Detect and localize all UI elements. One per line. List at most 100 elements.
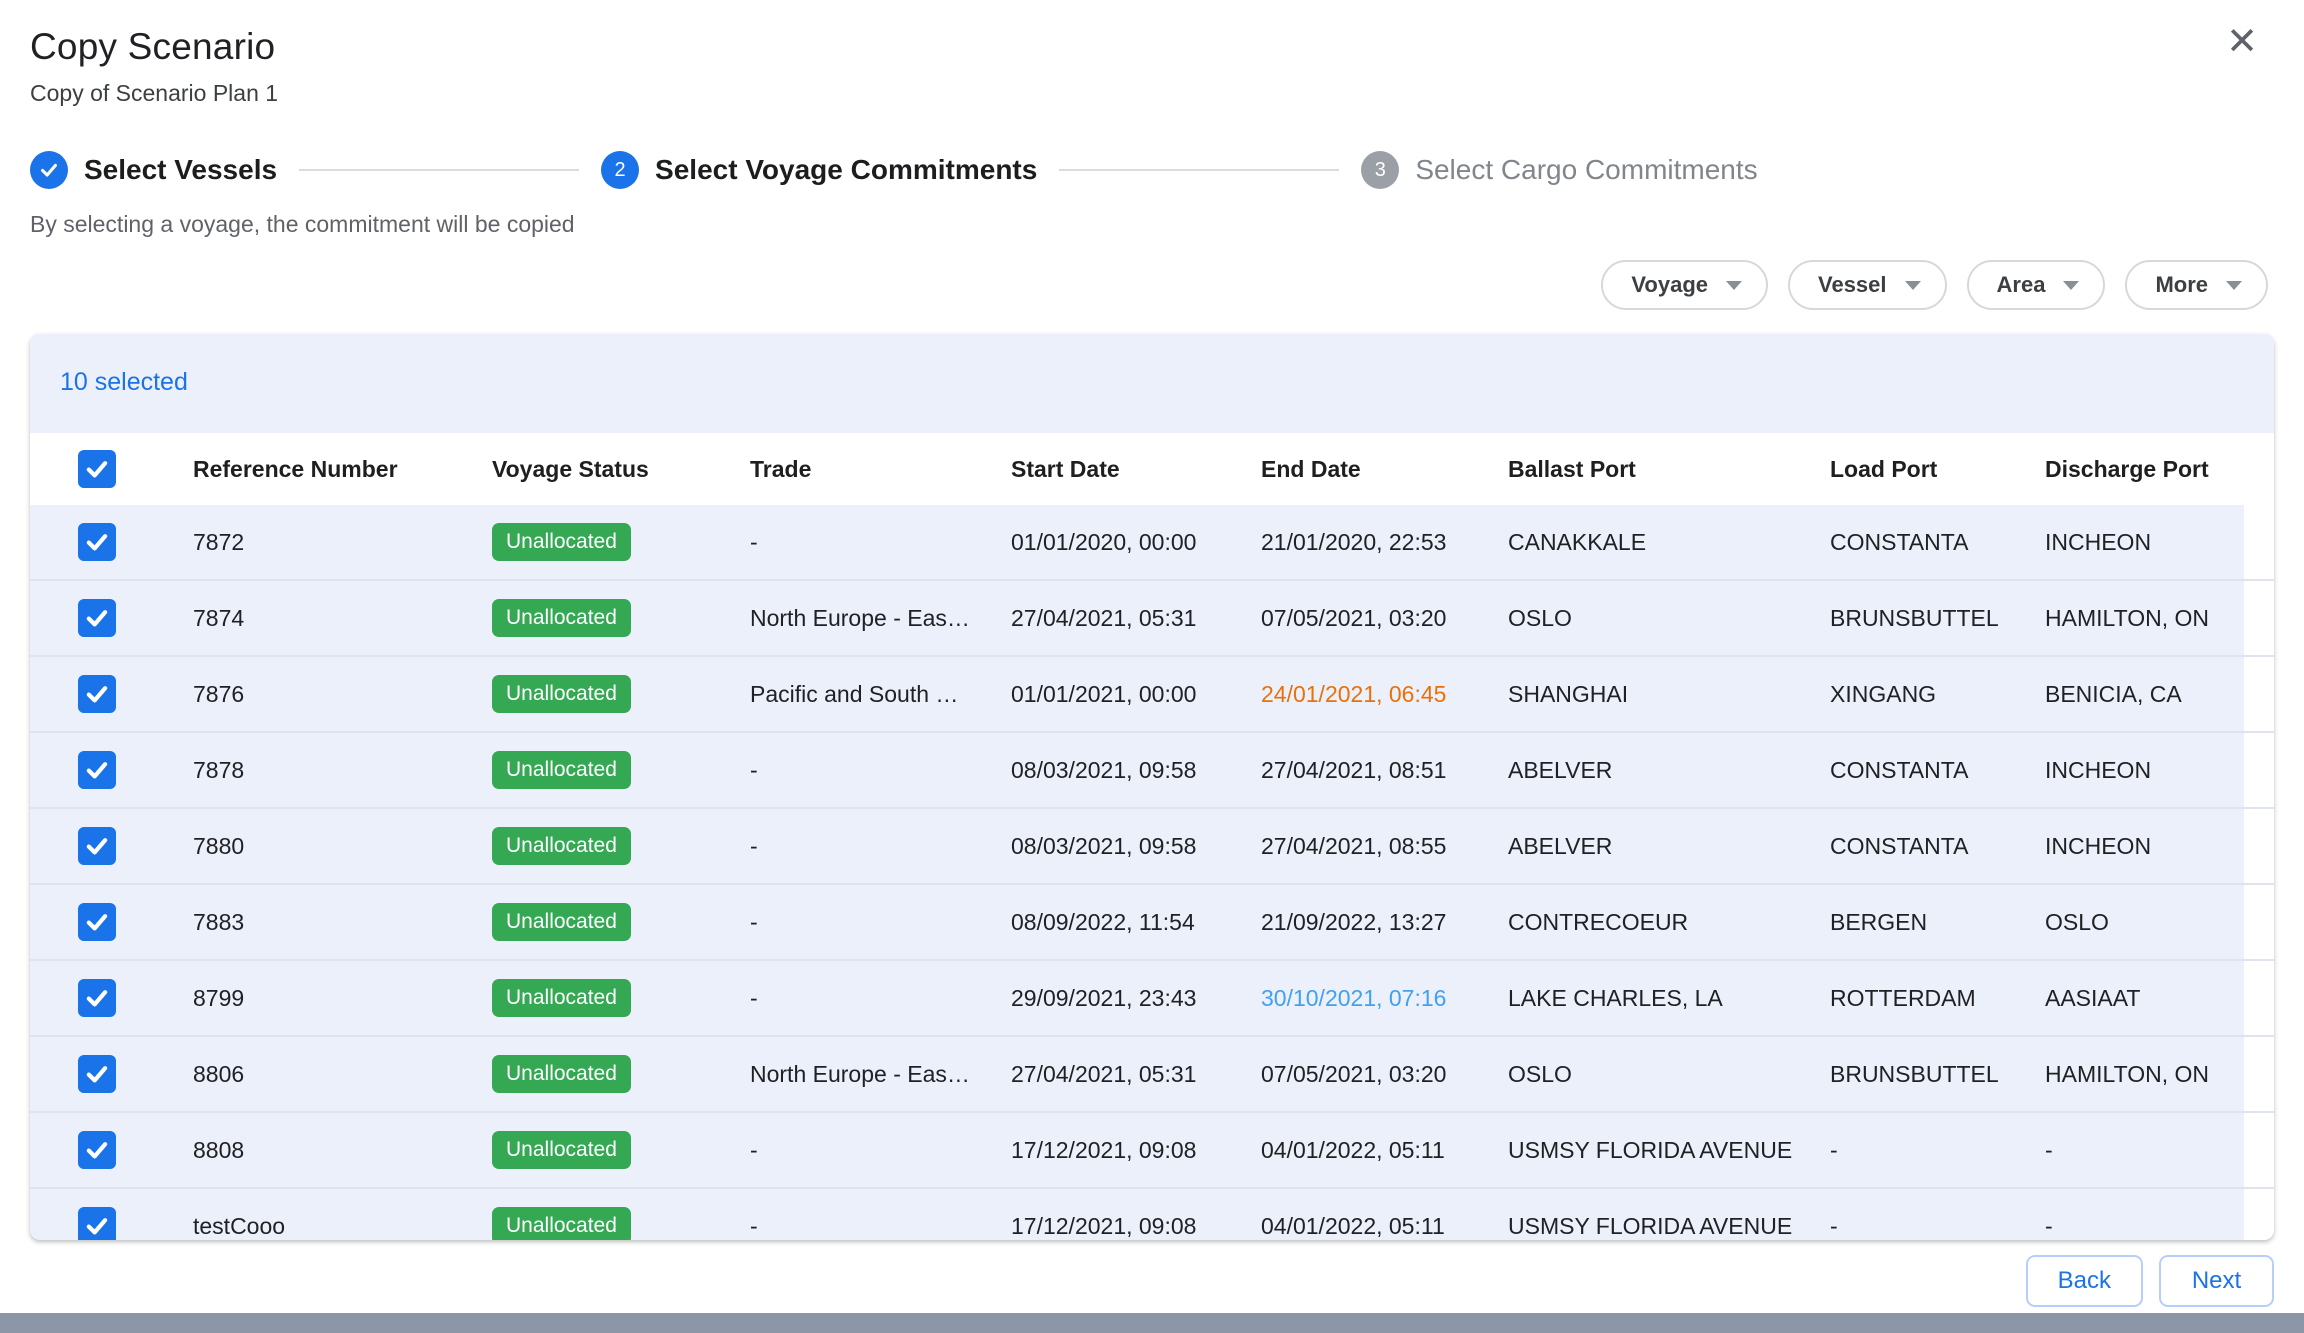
cell-end-date: 04/01/2022, 05:11	[1261, 1136, 1445, 1163]
close-button[interactable]: ✕	[2218, 18, 2266, 66]
cell-start-date: 01/01/2021, 00:00	[1011, 680, 1197, 707]
row-checkbox[interactable]	[78, 903, 116, 941]
cell-end-date: 21/09/2022, 13:27	[1261, 908, 1447, 935]
cell-reference-number: 8808	[193, 1136, 245, 1163]
cell-discharge-port: HAMILTON, ON	[2045, 1060, 2209, 1087]
filter-vessel-button[interactable]: Vessel	[1788, 260, 1947, 310]
cell-start-date: 27/04/2021, 05:31	[1011, 604, 1197, 631]
step-select-vessels[interactable]: Select Vessels	[30, 151, 277, 189]
cell-load-port: CONSTANTA	[1830, 528, 1969, 555]
table-row[interactable]: testCooo Unallocated - 17/12/2021, 09:08…	[30, 1189, 2274, 1240]
column-header-discharge-port[interactable]: Discharge Port	[2045, 455, 2209, 482]
column-header-start-date[interactable]: Start Date	[1011, 455, 1120, 482]
row-checkbox[interactable]	[78, 523, 116, 561]
cell-end-date: 07/05/2021, 03:20	[1261, 1060, 1447, 1087]
cell-ballast-port: USMSY FLORIDA AVENUE	[1508, 1212, 1793, 1239]
table-row[interactable]: 8808 Unallocated - 17/12/2021, 09:08 04/…	[30, 1113, 2274, 1189]
table-row[interactable]: 8806 Unallocated North Europe - Eas… 27/…	[30, 1037, 2274, 1113]
cell-ballast-port: USMSY FLORIDA AVENUE	[1508, 1136, 1793, 1163]
select-all-checkbox[interactable]	[78, 450, 116, 488]
cell-trade: -	[750, 756, 758, 783]
step-select-cargo-commitments[interactable]: 3 Select Cargo Commitments	[1361, 151, 1758, 189]
cell-ballast-port: LAKE CHARLES, LA	[1508, 984, 1723, 1011]
step-select-voyage-commitments[interactable]: 2 Select Voyage Commitments	[601, 151, 1037, 189]
cell-start-date: 08/03/2021, 09:58	[1011, 832, 1197, 859]
back-button[interactable]: Back	[2025, 1255, 2143, 1307]
table-row[interactable]: 7874 Unallocated North Europe - Eas… 27/…	[30, 581, 2274, 657]
cell-load-port: XINGANG	[1830, 680, 1937, 707]
status-badge: Unallocated	[492, 675, 631, 713]
chevron-down-icon	[1904, 280, 1921, 290]
filter-more-button[interactable]: More	[2125, 260, 2268, 310]
cell-voyage-status: Unallocated	[492, 1055, 750, 1093]
column-header-end-date[interactable]: End Date	[1261, 455, 1361, 482]
cell-start-date: 01/01/2020, 00:00	[1011, 528, 1197, 555]
status-badge: Unallocated	[492, 979, 631, 1017]
scrollbar-gutter[interactable]	[2244, 434, 2274, 1240]
cell-ballast-port: SHANGHAI	[1508, 680, 1629, 707]
stepper: Select Vessels 2 Select Voyage Commitmen…	[30, 151, 2274, 189]
table-row[interactable]: 7876 Unallocated Pacific and South … 01/…	[30, 657, 2274, 733]
filter-label: More	[2155, 272, 2208, 297]
step-connector	[299, 169, 580, 171]
selection-count: 10 selected	[60, 368, 188, 396]
cell-discharge-port: AASIAAT	[2045, 984, 2141, 1011]
table-row[interactable]: 7872 Unallocated - 01/01/2020, 00:00 21/…	[30, 505, 2274, 581]
cell-ballast-port: OSLO	[1508, 604, 1572, 631]
filter-label: Voyage	[1631, 272, 1708, 297]
check-icon	[30, 151, 68, 189]
filter-area-button[interactable]: Area	[1966, 260, 2106, 310]
table-row[interactable]: 8799 Unallocated - 29/09/2021, 23:43 30/…	[30, 961, 2274, 1037]
row-checkbox[interactable]	[78, 1207, 116, 1240]
next-button[interactable]: Next	[2159, 1255, 2274, 1307]
column-header-ballast-port[interactable]: Ballast Port	[1508, 455, 1636, 482]
row-checkbox[interactable]	[78, 751, 116, 789]
row-checkbox[interactable]	[78, 1131, 116, 1169]
cell-start-date: 17/12/2021, 09:08	[1011, 1136, 1197, 1163]
cell-voyage-status: Unallocated	[492, 1131, 750, 1169]
cell-reference-number: 8799	[193, 984, 245, 1011]
step-label: Select Cargo Commitments	[1415, 154, 1758, 185]
cell-trade: -	[750, 984, 758, 1011]
row-checkbox[interactable]	[78, 675, 116, 713]
step-number-icon: 3	[1361, 151, 1400, 189]
copy-scenario-dialog: Copy Scenario Copy of Scenario Plan 1 ✕ …	[0, 18, 2304, 1333]
row-checkbox[interactable]	[78, 1055, 116, 1093]
cell-start-date: 08/09/2022, 11:54	[1011, 908, 1195, 935]
step-connector	[1059, 169, 1340, 171]
cell-end-date: 07/05/2021, 03:20	[1261, 604, 1447, 631]
chevron-down-icon	[1726, 280, 1742, 290]
filter-voyage-button[interactable]: Voyage	[1601, 260, 1768, 310]
status-badge: Unallocated	[492, 1131, 631, 1169]
column-header-voyage-status[interactable]: Voyage Status	[492, 455, 649, 482]
cell-discharge-port: -	[2045, 1212, 2053, 1239]
filter-label: Area	[1996, 272, 2046, 297]
cell-reference-number: 7880	[193, 832, 245, 859]
cell-ballast-port: ABELVER	[1508, 832, 1613, 859]
cell-discharge-port: BENICIA, CA	[2045, 680, 2182, 707]
table-header-row: Reference Number Voyage Status Trade Sta…	[30, 433, 2274, 505]
cell-discharge-port: INCHEON	[2045, 756, 2152, 783]
column-header-load-port[interactable]: Load Port	[1830, 455, 1938, 482]
cell-load-port: BRUNSBUTTEL	[1830, 604, 1999, 631]
cell-voyage-status: Unallocated	[492, 979, 750, 1017]
row-checkbox[interactable]	[78, 827, 116, 865]
cell-load-port: -	[1830, 1136, 1838, 1163]
table-row[interactable]: 7883 Unallocated - 08/09/2022, 11:54 21/…	[30, 885, 2274, 961]
row-checkbox[interactable]	[78, 979, 116, 1017]
column-header-trade[interactable]: Trade	[750, 455, 812, 482]
cell-start-date: 08/03/2021, 09:58	[1011, 756, 1197, 783]
filter-label: Vessel	[1818, 272, 1887, 297]
cell-trade: -	[750, 1212, 758, 1239]
chevron-down-icon	[2226, 280, 2242, 290]
cell-trade: -	[750, 908, 758, 935]
page-subtitle: Copy of Scenario Plan 1	[30, 80, 279, 106]
column-header-reference-number[interactable]: Reference Number	[193, 455, 398, 482]
filter-bar: Voyage Vessel Area More	[0, 260, 2268, 310]
dialog-footer: Back Next	[2025, 1255, 2274, 1307]
table-row[interactable]: 7880 Unallocated - 08/03/2021, 09:58 27/…	[30, 809, 2274, 885]
status-badge: Unallocated	[492, 827, 631, 865]
table-row[interactable]: 7878 Unallocated - 08/03/2021, 09:58 27/…	[30, 733, 2274, 809]
row-checkbox[interactable]	[78, 599, 116, 637]
cell-trade: Pacific and South …	[750, 680, 959, 707]
